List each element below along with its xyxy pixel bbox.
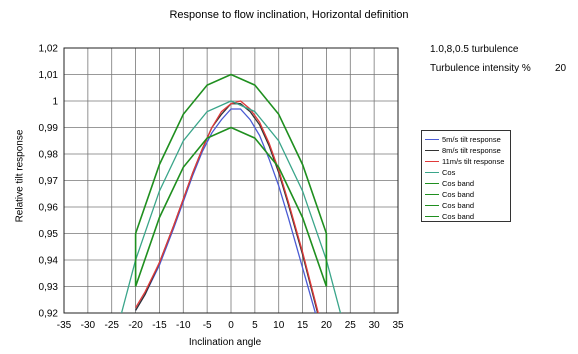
legend-swatch [425, 150, 439, 151]
y-tick-label: 0,92 [39, 309, 59, 320]
y-tick-label: 1,01 [39, 70, 59, 81]
legend-swatch [425, 139, 439, 140]
legend-item: 11m/s tilt response [422, 156, 510, 167]
legend-swatch [425, 205, 439, 206]
legend-label: Cos band [442, 190, 475, 199]
x-tick-label: 0 [228, 320, 234, 331]
x-tick-label: 20 [321, 320, 333, 331]
x-tick-label: -30 [81, 320, 96, 331]
legend-swatch [425, 183, 439, 184]
legend-item: Cos band [422, 178, 510, 189]
chart-title: Response to flow inclination, Horizontal… [169, 9, 409, 21]
legend-label: Cos band [442, 179, 475, 188]
legend-swatch [425, 172, 439, 173]
series-line-4 [120, 100, 342, 313]
x-tick-label: -20 [128, 320, 143, 331]
y-tick-label: 0,96 [39, 203, 59, 214]
legend-swatch [425, 161, 439, 162]
x-tick-label: -5 [203, 320, 212, 331]
x-tick-label: 35 [392, 320, 404, 331]
x-tick-label: -15 [152, 320, 167, 331]
y-tick-label: 0,99 [39, 123, 59, 134]
legend-item: Cos band [422, 189, 510, 200]
legend-label: Cos [442, 168, 456, 177]
y-axis-label: Relative tilt response [14, 129, 26, 223]
x-tick-label: 30 [369, 320, 381, 331]
legend-label: 11m/s tilt response [442, 157, 505, 166]
legend-item: 5m/s tilt response [422, 134, 510, 145]
legend-item: Cos band [422, 211, 510, 222]
turbulence-note: 1.0,8,0.5 turbulence [430, 44, 519, 55]
turbulence-intensity-value: 20 [555, 63, 567, 74]
y-tick-label: 0,93 [39, 282, 59, 293]
x-tick-label: -10 [176, 320, 191, 331]
series-line-3 [135, 100, 319, 313]
y-tick-label: 0,98 [39, 150, 59, 161]
x-tick-label: -25 [104, 320, 119, 331]
y-tick-label: 0,94 [39, 256, 59, 267]
x-tick-label: 5 [252, 320, 258, 331]
plot-frame [63, 47, 399, 314]
legend-swatch [425, 216, 439, 217]
legend-item: Cos [422, 167, 510, 178]
turbulence-intensity-label: Turbulence intensity % [430, 63, 531, 74]
series-line-5 [134, 73, 328, 234]
y-tick-label: 0,95 [39, 229, 59, 240]
legend-label: Cos band [442, 201, 475, 210]
x-tick-label: 15 [297, 320, 309, 331]
x-axis-label: Inclination angle [188, 337, 262, 348]
y-tick-label: 1 [52, 97, 58, 108]
legend-label: Cos band [442, 212, 475, 221]
legend-item: Cos band [422, 200, 510, 211]
x-tick-label: -35 [57, 320, 72, 331]
series-line-6 [134, 126, 328, 287]
series-line-1 [135, 108, 317, 313]
y-tick-label: 1,02 [39, 44, 59, 55]
legend-item: 8m/s tilt response [422, 145, 510, 156]
chart-legend: 5m/s tilt response 8m/s tilt response 11m/… [421, 130, 511, 222]
legend-label: 8m/s tilt response [442, 146, 501, 155]
legend-swatch [425, 194, 439, 195]
x-tick-label: 25 [345, 320, 357, 331]
x-tick-label: 10 [273, 320, 285, 331]
y-tick-label: 0,97 [39, 176, 59, 187]
legend-label: 5m/s tilt response [442, 135, 501, 144]
